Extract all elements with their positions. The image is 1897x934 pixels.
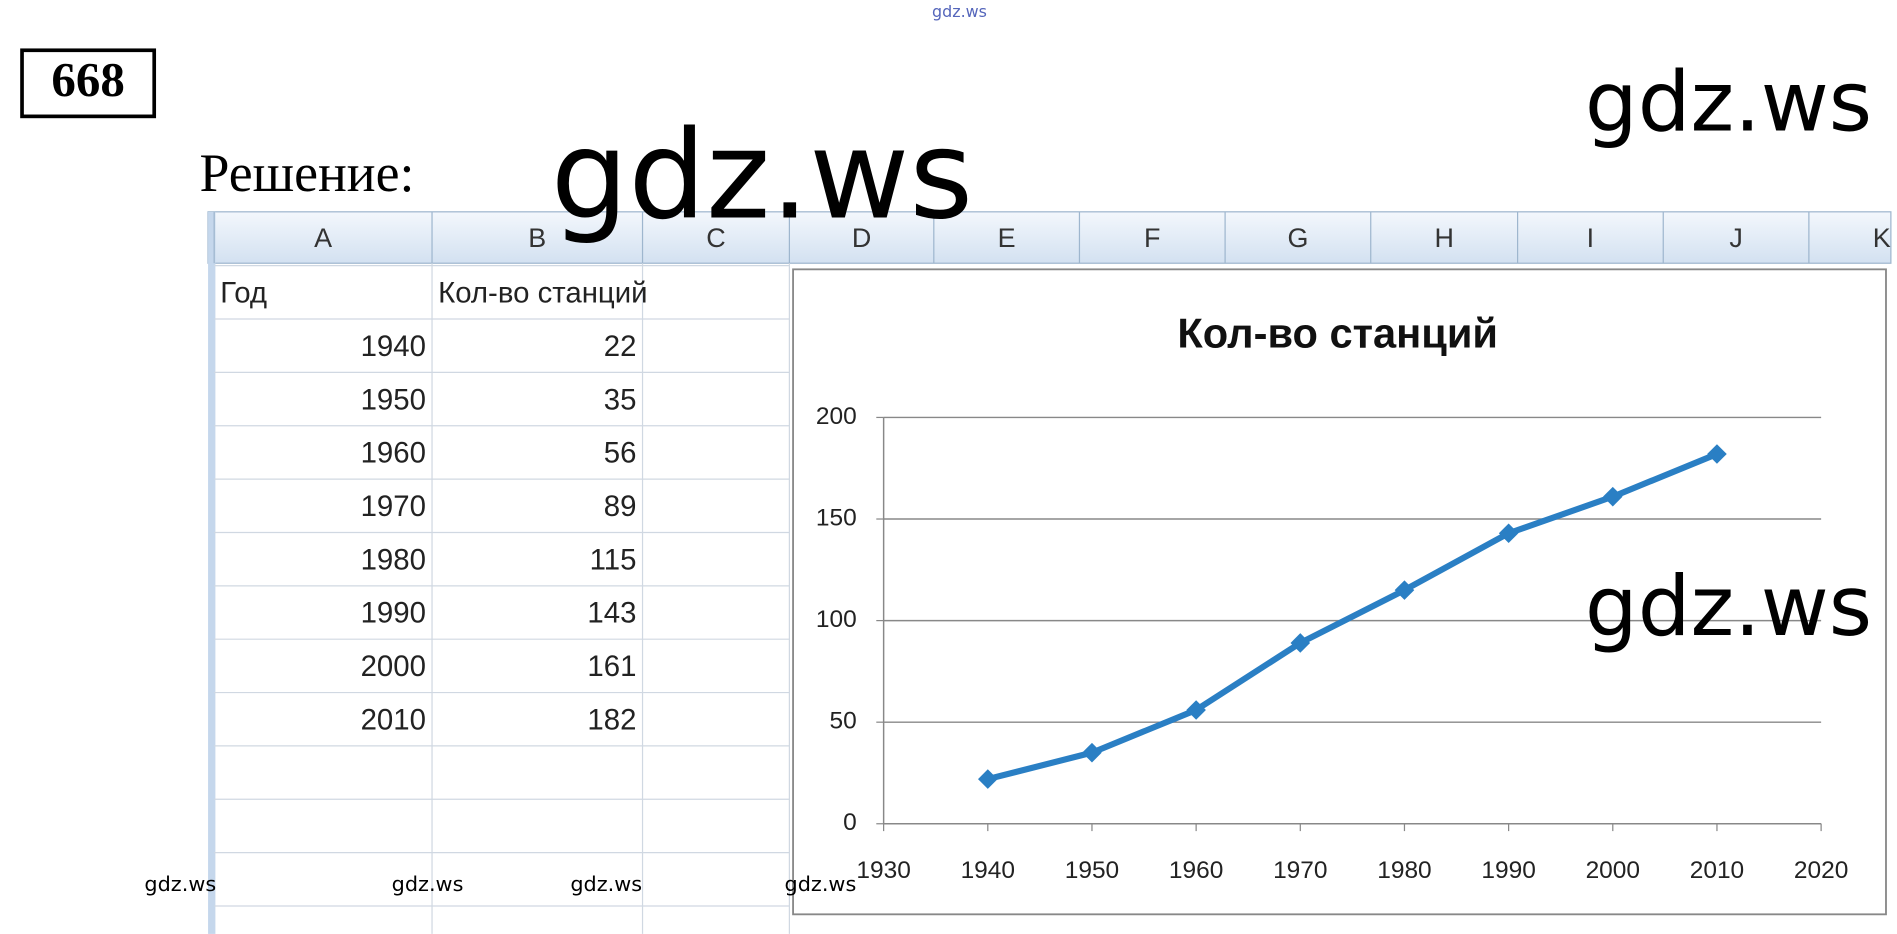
data-point	[1394, 580, 1415, 600]
column-letter: D	[852, 223, 871, 253]
x-tick-label: 1970	[1273, 857, 1327, 884]
y-tick-label: 150	[816, 504, 857, 531]
x-tick-label: 2020	[1794, 857, 1848, 884]
x-tick-label: 1960	[1169, 857, 1223, 884]
y-tick-label: 50	[829, 708, 856, 735]
watermark: gdz.ws	[932, 2, 987, 21]
table-cell: 22	[604, 330, 637, 363]
column-letter: J	[1729, 223, 1742, 253]
table-cell: 89	[604, 490, 637, 523]
column-letter: F	[1144, 223, 1160, 253]
x-tick-label: 2000	[1586, 857, 1640, 884]
chart-area: Кол-во станций 0 50 100 150 200 1930 1940 1950 19…	[792, 268, 1887, 916]
table-cell: 1950	[361, 383, 426, 416]
column-letter: K	[1873, 223, 1891, 253]
column-letter: C	[706, 223, 725, 253]
data-point	[1602, 486, 1623, 507]
x-tick-label: 1980	[1377, 857, 1431, 884]
column-letter: I	[1587, 223, 1594, 253]
watermark: gdz.ws	[144, 872, 216, 896]
chart-title: Кол-во станций	[1177, 310, 1498, 357]
y-tick-label: 100	[816, 606, 857, 633]
watermark: gdz.ws	[392, 872, 464, 896]
table-cell: 35	[604, 383, 637, 416]
data-line	[987, 451, 1719, 783]
table-cell: 1940	[361, 330, 426, 363]
table-cell: 2010	[361, 703, 426, 736]
data-point	[1707, 444, 1727, 464]
column-letter: B	[528, 223, 546, 253]
column-letter: H	[1434, 223, 1453, 253]
spreadsheet: A B C D E F G H I J K Год Кол-во станций 1940 22 1950 35…	[207, 211, 1892, 934]
table-cell: 1980	[361, 543, 426, 576]
task-number: 668	[51, 52, 124, 107]
x-tick-label: 1940	[961, 857, 1015, 884]
column-letter: E	[998, 223, 1016, 253]
watermark: gdz.ws	[785, 872, 857, 896]
y-tick-label: 0	[843, 809, 857, 836]
table-cell: 161	[587, 650, 636, 683]
table-header-cell: Год	[220, 277, 267, 310]
table-cell: 1990	[361, 597, 426, 630]
table-cell: 2000	[361, 650, 426, 683]
table-header-cell: Кол-во станций	[438, 277, 647, 310]
x-tick-label: 2010	[1690, 857, 1744, 884]
data-point	[1186, 700, 1206, 720]
data-point	[1290, 633, 1311, 653]
solution-label: Решение:	[199, 143, 414, 203]
y-tick-label: 200	[816, 403, 857, 430]
row-header-bar	[208, 211, 216, 934]
column-header-bar	[207, 211, 1892, 264]
data-point	[1498, 523, 1519, 544]
x-tick-label: 1950	[1065, 857, 1119, 884]
table-cell: 182	[587, 703, 636, 736]
x-tick-label: 1990	[1481, 857, 1535, 884]
x-tick-label: 1930	[856, 857, 910, 884]
number-box	[20, 48, 157, 119]
column-letter: G	[1287, 223, 1308, 253]
table-cell: 143	[587, 597, 636, 630]
chart-frame	[792, 268, 1887, 916]
column-letter: A	[314, 223, 332, 253]
watermark: gdz.ws	[1585, 558, 1872, 655]
watermark: gdz.ws	[1585, 54, 1872, 151]
data-point	[978, 769, 998, 789]
table-cell: 115	[590, 543, 637, 576]
table-cell: 56	[604, 437, 637, 470]
table-cell: 1970	[361, 490, 426, 523]
table-cell: 1960	[361, 437, 426, 470]
watermark: gdz.ws	[570, 872, 642, 896]
watermark: gdz.ws	[551, 103, 973, 246]
data-point	[1082, 742, 1102, 763]
